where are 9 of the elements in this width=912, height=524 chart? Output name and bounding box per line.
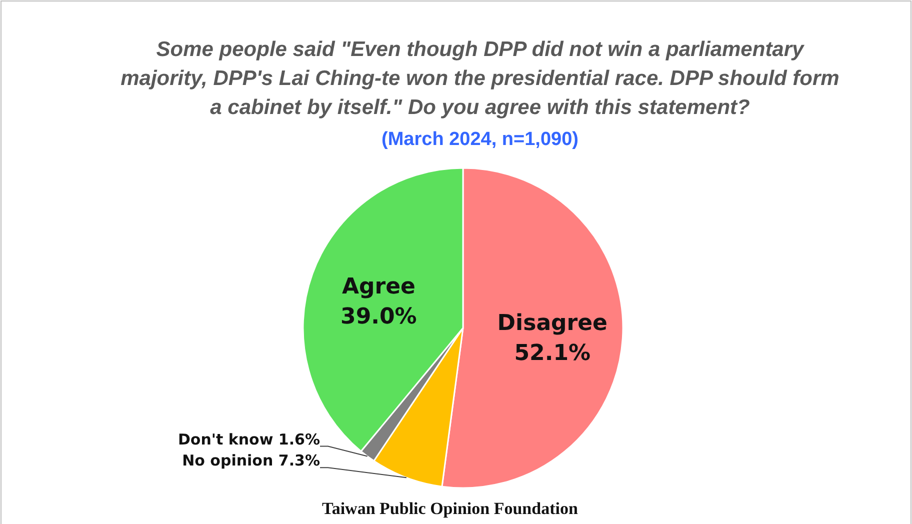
slice-label: No opinion 7.3% <box>182 452 320 470</box>
slice-label: Don't know 1.6% <box>178 430 320 448</box>
chart-title: Some people said "Even though DPP did not win a parliamentary majority, DPP's Lai Ching-te won the presidential race. DPP should form a cabinet by itself." Do you agree with this statement? <box>120 38 840 119</box>
data-label: 52.1% <box>514 340 591 366</box>
data-label: 39.0% <box>340 304 417 330</box>
text: Taiwan Public Opinion Foundation <box>322 499 578 518</box>
slice-label: Disagree <box>497 310 608 336</box>
slice-label: Agree <box>342 274 416 300</box>
chart-subtitle: (March 2024, n=1,090) <box>382 129 578 150</box>
